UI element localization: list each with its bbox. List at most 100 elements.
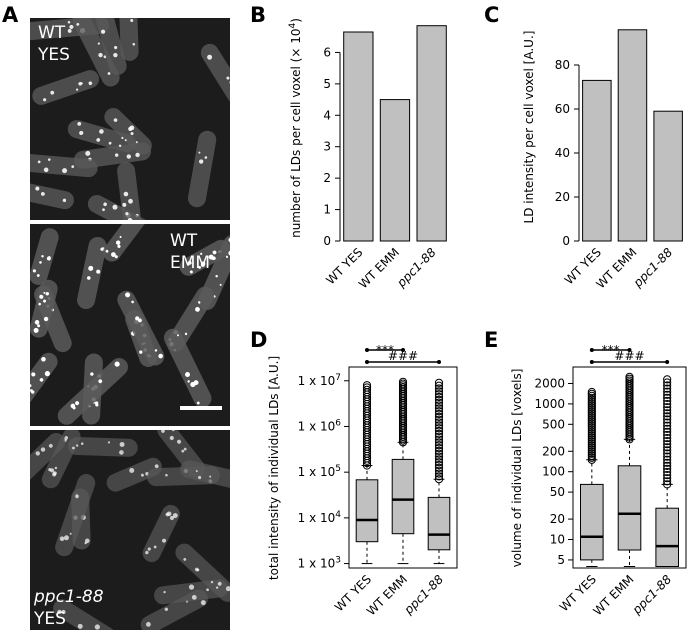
outlier-point [663, 474, 672, 483]
lipid-droplet-spot [32, 269, 36, 273]
lipid-droplet-spot [165, 512, 170, 517]
cell-body [30, 182, 74, 210]
outlier-point [663, 443, 672, 452]
outlier-point [587, 431, 596, 440]
lipid-droplet-spot [127, 217, 133, 220]
cell [55, 474, 96, 557]
lipid-droplet-spot [114, 255, 118, 259]
lipid-droplet-spot [194, 567, 199, 572]
lipid-droplet-spot [98, 52, 103, 58]
outlier-point [434, 384, 444, 393]
cell [94, 18, 127, 75]
cell [166, 286, 215, 352]
lipid-droplet-spot [172, 430, 175, 432]
y-tick-label: 0 [323, 234, 331, 248]
interquartile-box [391, 458, 415, 535]
cell [200, 43, 230, 104]
outlier-point [587, 441, 596, 450]
outlier-point [434, 421, 444, 430]
interquartile-box [617, 465, 642, 551]
plot-frame [348, 366, 458, 569]
outlier-point [587, 393, 596, 402]
y-tick-exponent: 5 [335, 464, 341, 474]
lipid-droplet-spot [163, 590, 166, 594]
cell-body [175, 543, 230, 602]
lipid-droplet-spot [200, 600, 206, 606]
y-tick-base: 1 x 10 [298, 511, 336, 525]
y-tick-label: 500 [542, 417, 565, 431]
cell [102, 224, 156, 262]
significance-endpoint [627, 348, 632, 352]
outlier-point [663, 440, 672, 449]
y-tick-base: 1 x 10 [298, 465, 336, 479]
lipid-droplet-spot [114, 45, 118, 50]
interquartile-box [580, 483, 604, 561]
lipid-droplet-spot [189, 270, 193, 274]
lipid-droplet-spot [250, 476, 255, 481]
interquartile-box [355, 479, 379, 543]
micrograph-1 [24, 18, 230, 220]
outlier-point [663, 375, 672, 384]
lipid-droplet-spot [24, 194, 29, 199]
y-axis-label: LD intensity per cell voxel [A.U.] [522, 31, 536, 224]
bar-b-1 [379, 99, 411, 242]
lipid-droplet-spot [195, 470, 198, 473]
significance-label: ### [614, 349, 644, 363]
outlier-point [587, 399, 596, 408]
lipid-droplet-spot [75, 494, 79, 499]
outlier-point [663, 387, 672, 396]
significance-endpoint [589, 348, 594, 352]
outlier-point [434, 401, 444, 410]
lipid-droplet-spot [158, 353, 163, 359]
lipid-droplet-spot [62, 198, 67, 203]
box-d-0 [355, 381, 379, 565]
lipid-droplet-spot [41, 356, 46, 362]
lipid-droplet-spot [187, 260, 192, 265]
lipid-droplet-spot [6, 480, 9, 483]
lipid-droplet-spot [33, 327, 39, 333]
lipid-droplet-spot [86, 276, 91, 280]
lipid-droplet-spot [77, 121, 82, 126]
cell [87, 195, 159, 220]
outlier-point [434, 475, 444, 484]
outlier-point [434, 449, 444, 458]
cell-body [94, 18, 127, 75]
outlier-point [434, 469, 444, 478]
lipid-droplet-spot [88, 265, 94, 271]
lipid-droplet-spot [128, 198, 133, 204]
y-tick-label: 1 x 106 [298, 418, 342, 433]
outlier-point [434, 424, 444, 433]
significance-label: *** [602, 343, 620, 357]
lipid-droplet-spot [115, 240, 121, 245]
outlier-point [587, 415, 596, 424]
lipid-droplet-spot [191, 594, 197, 600]
outlier-point [362, 383, 372, 392]
lipid-droplet-spot [225, 255, 229, 258]
cell [67, 120, 137, 153]
outlier-point [398, 377, 408, 386]
x-tick-label: ppc1-88 [393, 245, 439, 291]
outlier-point [587, 439, 596, 448]
micrograph-2-label-line2: EMM [170, 253, 210, 273]
lipid-droplet-spot [48, 443, 53, 448]
lipid-droplet-spot [114, 153, 119, 157]
lipid-droplet-spot [43, 291, 46, 294]
lipid-droplet-spot [198, 265, 201, 269]
lipid-droplet-spot [79, 130, 84, 136]
outlier-point [434, 435, 444, 444]
lipid-droplet-spot [117, 244, 121, 248]
outlier-point [587, 445, 596, 454]
outlier-point [587, 409, 596, 418]
outlier-point [587, 453, 596, 462]
lipid-droplet-spot [99, 129, 104, 134]
y-tick-exponent: 7 [335, 373, 341, 383]
outlier-point [434, 395, 444, 404]
lipid-droplet-spot [64, 436, 69, 440]
outlier-point [587, 427, 596, 436]
lipid-droplet-spot [226, 76, 230, 80]
cell-body [30, 228, 59, 285]
outlier-point [434, 466, 444, 475]
lipid-droplet-spot [69, 24, 74, 30]
outlier-point [587, 455, 596, 464]
cell [77, 236, 107, 310]
